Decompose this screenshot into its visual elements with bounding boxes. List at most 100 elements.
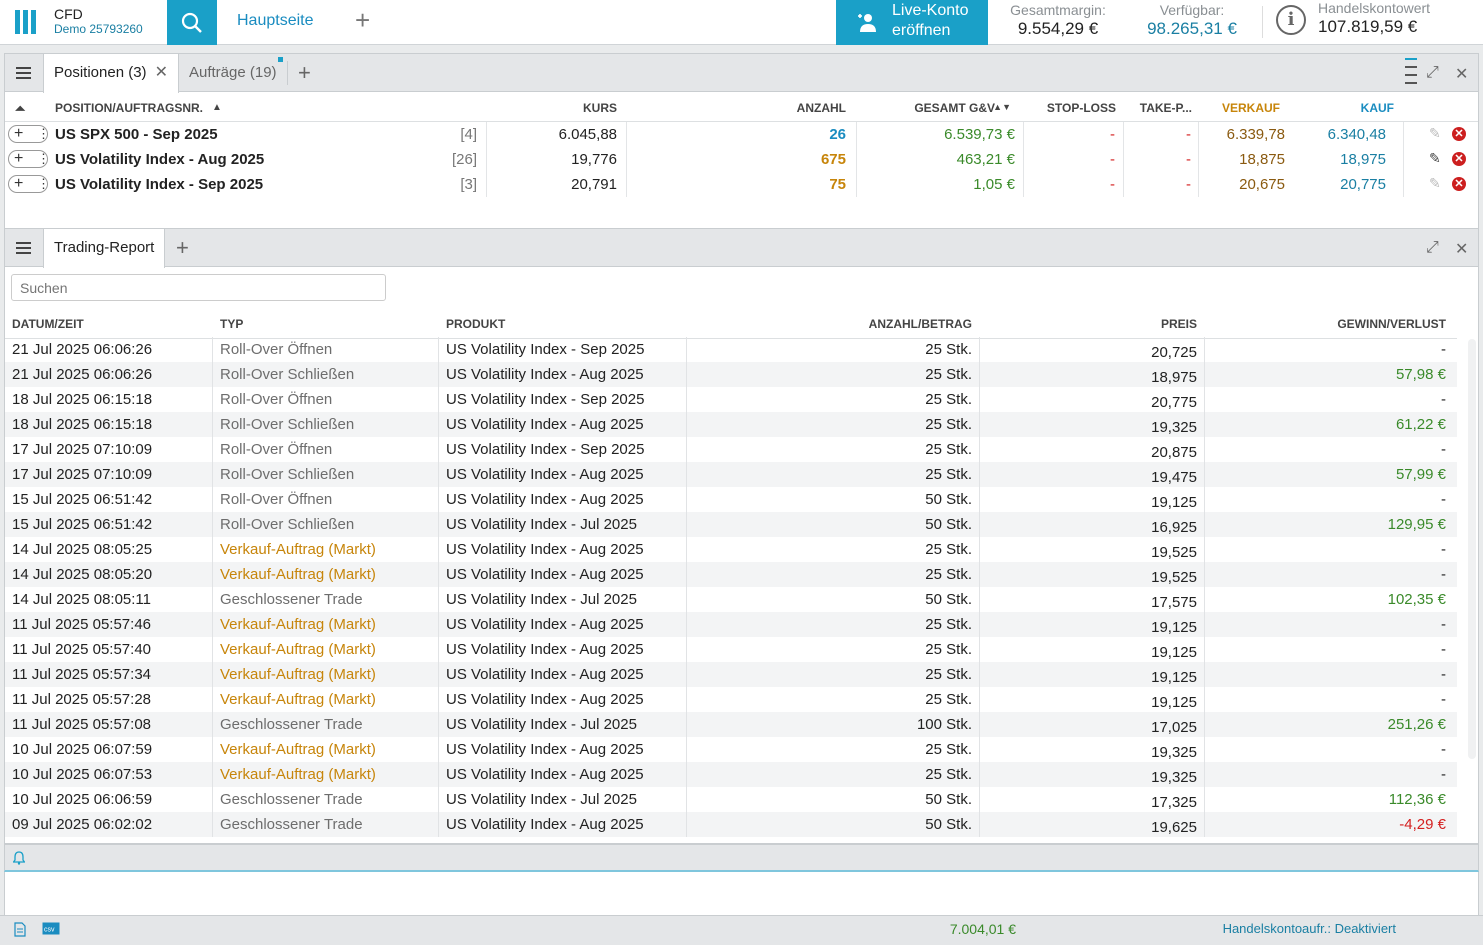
position-take-profit[interactable]: - xyxy=(1186,176,1191,193)
position-stop-loss[interactable]: - xyxy=(1110,151,1115,168)
col-gv[interactable]: GESAMT G&V xyxy=(914,101,995,115)
scrollbar[interactable] xyxy=(1468,339,1476,759)
add-tab-icon[interactable]: + xyxy=(176,235,189,260)
more-options-icon[interactable]: ⋮ xyxy=(37,176,50,191)
position-stop-loss[interactable]: - xyxy=(1110,176,1115,193)
close-tab-icon[interactable]: ✕ xyxy=(154,64,168,81)
col-take-profit[interactable]: TAKE-P... xyxy=(1139,101,1192,115)
menu-icon[interactable] xyxy=(16,67,31,79)
search-button[interactable] xyxy=(167,0,217,45)
close-position-icon[interactable]: ✕ xyxy=(1452,152,1466,166)
col-anzahl[interactable]: ANZAHL/BETRAG xyxy=(868,317,972,331)
maximize-icon[interactable]: ⤢ xyxy=(1426,64,1439,81)
handelskonto-status[interactable]: Handelskontoaufr.: Deaktiviert xyxy=(1222,921,1396,936)
position-verkauf[interactable]: 6.339,78 xyxy=(1226,126,1285,143)
more-options-icon[interactable]: ⋮ xyxy=(37,126,50,141)
col-position[interactable]: POSITION/AUFTRAGSNR. xyxy=(55,101,204,115)
position-row[interactable]: + ⋮ US Volatility Index - Aug 2025 [26] 19,7… xyxy=(5,147,1478,172)
table-row[interactable]: 15 Jul 2025 06:51:42 Roll-Over Öffnen US V… xyxy=(5,487,1457,512)
table-row[interactable]: 21 Jul 2025 06:06:26 Roll-Over Schließen U… xyxy=(5,362,1457,387)
table-row[interactable]: 11 Jul 2025 05:57:34 Verkauf-Auftrag (Mar… xyxy=(5,662,1457,687)
table-row[interactable]: 18 Jul 2025 06:15:18 Roll-Over Schließen U… xyxy=(5,412,1457,437)
col-anzahl[interactable]: ANZAHL xyxy=(796,101,846,115)
menu-icon[interactable] xyxy=(16,242,31,254)
edit-icon[interactable]: ✎ xyxy=(1429,125,1441,141)
table-row[interactable]: 14 Jul 2025 08:05:11 Geschlossener Trade U… xyxy=(5,587,1457,612)
position-take-profit[interactable]: - xyxy=(1186,151,1191,168)
position-stop-loss[interactable]: - xyxy=(1110,126,1115,143)
position-name[interactable]: US Volatility Index - Sep 2025 xyxy=(55,176,264,193)
close-panel-icon[interactable]: ✕ xyxy=(1455,241,1469,258)
table-row[interactable]: 14 Jul 2025 08:05:20 Verkauf-Auftrag (Mar… xyxy=(5,562,1457,587)
position-verkauf[interactable]: 18,875 xyxy=(1239,151,1285,168)
column-settings-icon[interactable] xyxy=(1405,58,1417,88)
csv-export-icon[interactable]: csv xyxy=(42,922,60,935)
row-actions-button[interactable]: + ⋮ xyxy=(8,150,50,168)
divider xyxy=(212,337,213,362)
row-preis: 19,625 xyxy=(1151,819,1197,836)
position-name[interactable]: US SPX 500 - Sep 2025 xyxy=(55,126,218,143)
add-tab-icon[interactable]: + xyxy=(355,5,371,35)
row-typ: Roll-Over Schließen xyxy=(220,416,355,433)
maximize-icon[interactable]: ⤢ xyxy=(1426,239,1439,256)
search-input[interactable] xyxy=(11,274,386,301)
position-name[interactable]: US Volatility Index - Aug 2025 xyxy=(55,151,265,168)
row-actions-button[interactable]: + ⋮ xyxy=(8,175,50,193)
close-position-icon[interactable]: ✕ xyxy=(1452,127,1466,141)
expand-icon[interactable]: + xyxy=(14,175,24,192)
table-row[interactable]: 10 Jul 2025 06:06:59 Geschlossener Trade U… xyxy=(5,787,1457,812)
table-row[interactable]: 10 Jul 2025 06:07:59 Verkauf-Auftrag (Mar… xyxy=(5,737,1457,762)
table-row[interactable]: 18 Jul 2025 06:15:18 Roll-Over Öffnen US V… xyxy=(5,387,1457,412)
more-options-icon[interactable]: ⋮ xyxy=(37,151,50,166)
col-preis[interactable]: PREIS xyxy=(1160,317,1197,331)
tab-positionen[interactable]: Positionen (3) ✕ xyxy=(43,54,179,93)
edit-icon[interactable]: ✎ xyxy=(1429,150,1441,166)
expand-icon[interactable]: + xyxy=(14,125,24,142)
col-typ[interactable]: TYP xyxy=(220,317,244,331)
expand-icon[interactable]: + xyxy=(14,150,24,167)
table-row[interactable]: 09 Jul 2025 06:02:02 Geschlossener Trade U… xyxy=(5,812,1457,837)
app-logo-icon[interactable] xyxy=(12,8,38,34)
info-icon[interactable]: i xyxy=(1276,5,1306,35)
tab-hauptseite[interactable]: Hauptseite xyxy=(237,12,314,29)
close-position-icon[interactable]: ✕ xyxy=(1452,177,1466,191)
table-row[interactable]: 11 Jul 2025 05:57:46 Verkauf-Auftrag (Mar… xyxy=(5,612,1457,637)
position-row[interactable]: + ⋮ US Volatility Index - Sep 2025 [3] 20,79… xyxy=(5,172,1478,197)
table-row[interactable]: 15 Jul 2025 06:51:42 Roll-Over Schließen U… xyxy=(5,512,1457,537)
account-type: CFD xyxy=(54,6,83,22)
position-verkauf[interactable]: 20,675 xyxy=(1239,176,1285,193)
position-kauf[interactable]: 18,975 xyxy=(1340,151,1386,168)
table-row[interactable]: 11 Jul 2025 05:57:40 Verkauf-Auftrag (Mar… xyxy=(5,637,1457,662)
position-kauf[interactable]: 20,775 xyxy=(1340,176,1386,193)
document-icon[interactable] xyxy=(14,922,26,937)
collapse-all-icon[interactable]: ⏶ xyxy=(15,101,26,116)
table-row[interactable]: 17 Jul 2025 07:10:09 Roll-Over Öffnen US V… xyxy=(5,437,1457,462)
table-row[interactable]: 17 Jul 2025 07:10:09 Roll-Over Schließen U… xyxy=(5,462,1457,487)
col-produkt[interactable]: PRODUKT xyxy=(446,317,506,331)
table-row[interactable]: 21 Jul 2025 06:06:26 Roll-Over Öffnen US V… xyxy=(5,337,1457,362)
table-row[interactable]: 14 Jul 2025 08:05:25 Verkauf-Auftrag (Mar… xyxy=(5,537,1457,562)
edit-icon[interactable]: ✎ xyxy=(1429,175,1441,191)
tab-auftraege[interactable]: Aufträge (19) xyxy=(179,54,287,92)
col-verkauf[interactable]: VERKAUF xyxy=(1221,101,1280,115)
divider xyxy=(212,812,213,837)
tab-trading-report[interactable]: Trading-Report xyxy=(43,229,166,268)
col-stop-loss[interactable]: STOP-LOSS xyxy=(1046,101,1116,115)
col-date[interactable]: DATUM/ZEIT xyxy=(12,317,84,331)
position-row[interactable]: + ⋮ US SPX 500 - Sep 2025 [4] 6.045,88 26 6.53… xyxy=(5,122,1478,147)
table-row[interactable]: 11 Jul 2025 05:57:08 Geschlossener Trade U… xyxy=(5,712,1457,737)
position-kauf[interactable]: 6.340,48 xyxy=(1327,126,1386,143)
open-live-account-button[interactable]: Live-Konto eröffnen xyxy=(836,0,988,45)
position-take-profit[interactable]: - xyxy=(1186,126,1191,143)
stat-handelskontowert: Handelskontowert 107.819,59 € xyxy=(1318,0,1438,37)
bell-icon[interactable] xyxy=(13,851,25,865)
close-panel-icon[interactable]: ✕ xyxy=(1455,66,1469,83)
add-tab-icon[interactable]: + xyxy=(298,60,311,85)
row-actions-button[interactable]: + ⋮ xyxy=(8,125,50,143)
col-gv[interactable]: GEWINN/VERLUST xyxy=(1337,317,1446,331)
col-kauf[interactable]: KAUF xyxy=(1360,101,1394,115)
table-row[interactable]: 10 Jul 2025 06:07:53 Verkauf-Auftrag (Mar… xyxy=(5,762,1457,787)
col-kurs[interactable]: KURS xyxy=(582,101,617,115)
table-row[interactable]: 11 Jul 2025 05:57:28 Verkauf-Auftrag (Mar… xyxy=(5,687,1457,712)
stat-value: 98.265,31 € xyxy=(1147,19,1237,38)
